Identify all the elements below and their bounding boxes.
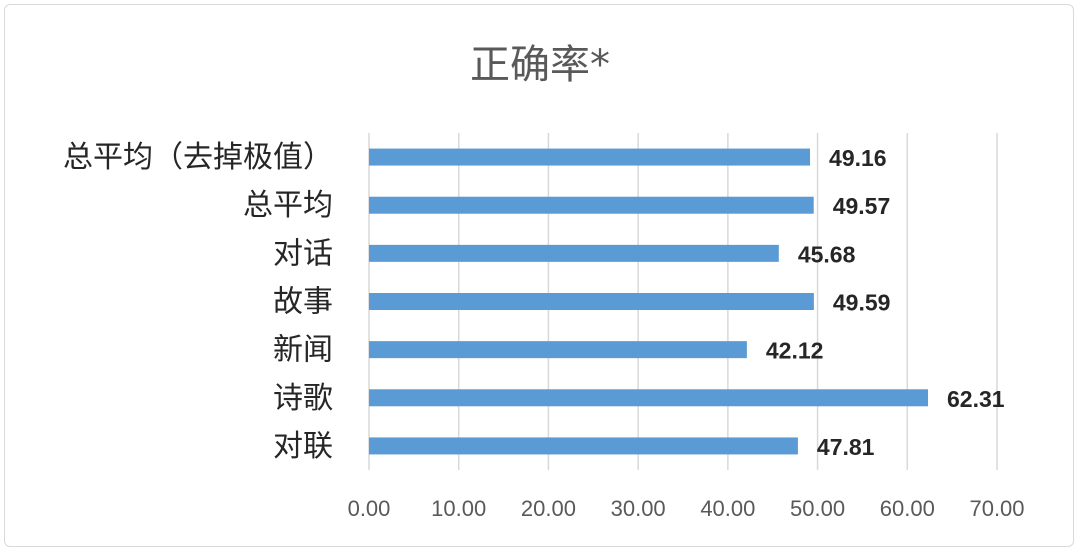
data-label: 62.31	[947, 386, 1005, 412]
data-label: 49.16	[829, 145, 887, 171]
data-labels: 49.16 49.57 45.68 49.59 42.12 62.31 47.81	[766, 145, 1005, 460]
x-tick-label: 20.00	[521, 496, 576, 521]
data-label: 49.59	[833, 290, 891, 316]
x-tick-label: 40.00	[700, 496, 755, 521]
x-axis-ticks: 0.00 10.00 20.00 30.00 40.00 50.00 60.00 70.00	[348, 496, 1025, 521]
bar	[369, 341, 747, 359]
category-label: 新闻	[273, 333, 333, 368]
category-label: 对话	[273, 236, 333, 271]
data-label: 49.57	[833, 193, 891, 219]
data-label: 45.68	[798, 241, 856, 267]
category-label: 总平均（去掉极值）	[63, 140, 333, 175]
chart-frame	[4, 4, 1074, 547]
x-tick-label: 30.00	[611, 496, 666, 521]
x-tick-label: 0.00	[348, 496, 391, 521]
bar	[369, 196, 814, 214]
bar	[369, 389, 929, 407]
category-label: 总平均	[243, 188, 333, 223]
bar	[369, 437, 798, 455]
x-tick-label: 70.00	[969, 496, 1024, 521]
data-label: 47.81	[817, 434, 875, 460]
bar	[369, 293, 814, 310]
bar	[369, 244, 779, 262]
category-label: 诗歌	[273, 381, 333, 416]
data-label: 42.12	[766, 338, 824, 364]
category-label: 对联	[273, 429, 333, 464]
bars	[369, 148, 929, 455]
bar	[369, 148, 811, 166]
chart-title: 正确率*	[470, 42, 610, 88]
x-tick-label: 10.00	[431, 496, 486, 521]
category-label: 故事	[273, 285, 333, 320]
x-tick-label: 50.00	[790, 496, 845, 521]
x-tick-label: 60.00	[880, 496, 935, 521]
